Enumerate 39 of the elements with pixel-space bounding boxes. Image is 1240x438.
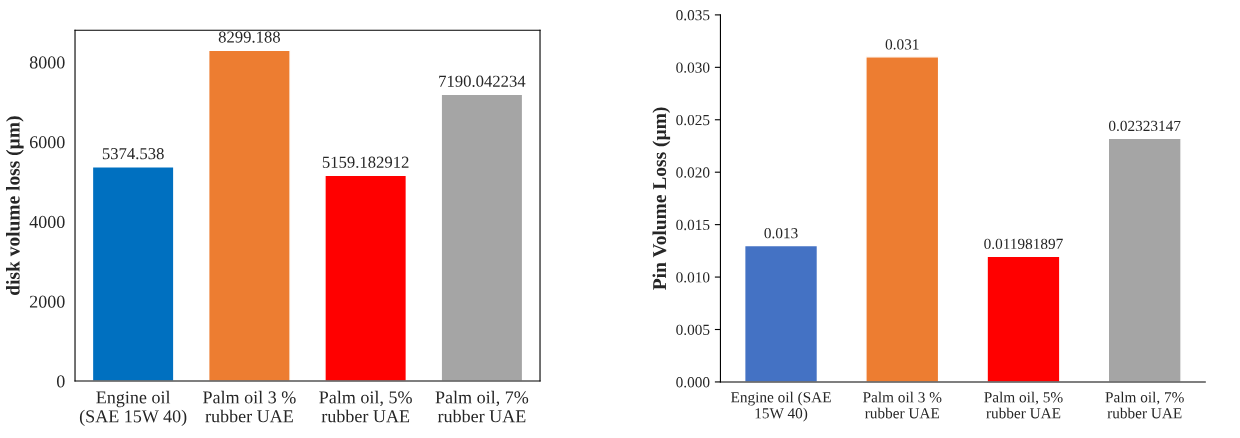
x-tick-label: Palm oil, 5% rubber UAE	[984, 391, 1063, 419]
y-tick-label: 0.035	[676, 10, 710, 21]
y-tick-label: 2000	[29, 295, 65, 308]
x-tick-label: Palm oil, 7% rubber UAE	[1105, 391, 1184, 419]
bar	[986, 255, 1061, 382]
x-tick-label: Palm oil 3 % rubber UAE	[863, 391, 942, 419]
bar	[743, 244, 819, 382]
bar	[208, 49, 291, 382]
y-tick-label: 0	[56, 375, 65, 388]
y-tick-label: 4000	[29, 215, 65, 229]
y-tick-label: 6000	[29, 136, 65, 149]
y-tick-label: 0.025	[676, 114, 710, 126]
data-label: 0.031	[885, 39, 919, 50]
data-label: 0.013	[764, 228, 798, 239]
x-tick-label: Engine oil (SAE 15W 40)	[730, 391, 831, 422]
x-tick-label: Palm oil 3 % rubber UAE	[203, 390, 296, 423]
bar	[440, 93, 524, 382]
y-axis-title: disk volume loss (µm)	[6, 116, 24, 295]
x-tick-label: Engine oil (SAE 15W 40)	[79, 390, 187, 427]
y-tick-label: 0.010	[676, 272, 710, 283]
bar	[91, 166, 175, 382]
y-tick-label: 0.030	[676, 62, 710, 73]
data-label: 0.02323147	[1108, 120, 1181, 132]
y-tick-label: 0.005	[676, 324, 710, 336]
data-label: 0.011981897	[984, 238, 1063, 250]
y-tick-label: 0.015	[676, 219, 710, 231]
y-axis-title: Pin Volume Loss (µm)	[652, 107, 671, 290]
data-label: 8299.188	[218, 31, 281, 43]
bar	[865, 56, 940, 382]
data-label: 5374.538	[102, 147, 164, 160]
bar	[324, 174, 408, 382]
bar	[1107, 137, 1182, 382]
y-tick-label: 8000	[29, 56, 65, 69]
data-label: 5159.182912	[322, 156, 409, 168]
y-tick-label: 0.000	[676, 377, 710, 388]
x-tick-label: Palm oil, 7% rubber UAE	[435, 390, 529, 423]
y-tick-label: 0.020	[676, 167, 710, 178]
x-tick-label: Palm oil, 5% rubber UAE	[319, 390, 412, 423]
data-label: 7190.042234	[439, 75, 526, 87]
